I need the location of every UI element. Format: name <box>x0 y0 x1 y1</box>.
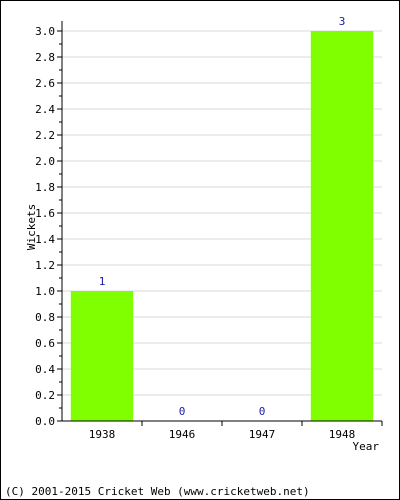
x-tick-label: 1948 <box>329 428 356 441</box>
data-label: 0 <box>179 405 186 418</box>
bar-chart: 0.0 0.2 0.4 0.6 0.8 1.0 1.2 1.4 1.6 1.8 2.0 2.2 2.4 2… <box>25 15 383 453</box>
y-tick-label: 2.8 <box>35 51 55 64</box>
y-tick-label: 2.2 <box>35 129 55 142</box>
y-tick-label: 1.4 <box>35 233 55 246</box>
data-label: 0 <box>259 405 266 418</box>
data-label: 1 <box>99 275 106 288</box>
y-tick-label: 0.8 <box>35 311 55 324</box>
data-labels: 1 0 0 3 <box>99 15 346 418</box>
copyright-notice: (C) 2001-2015 Cricket Web (www.cricketwe… <box>5 485 310 498</box>
y-tick-label: 3.0 <box>35 25 55 38</box>
x-tick-label: 1938 <box>89 428 116 441</box>
x-axis-title: Year <box>353 440 380 453</box>
y-tick-label: 0.0 <box>35 415 55 428</box>
y-tick-label: 1.0 <box>35 285 55 298</box>
y-tick-label: 0.4 <box>35 363 55 376</box>
y-tick-label: 1.8 <box>35 181 55 194</box>
x-tick-labels: 1938 1946 1947 1948 <box>89 428 356 441</box>
y-tick-label: 2.4 <box>35 103 55 116</box>
y-tick-label: 0.2 <box>35 389 55 402</box>
y-tick-label: 1.6 <box>35 207 55 220</box>
x-tick-label: 1946 <box>169 428 196 441</box>
bar <box>70 291 134 421</box>
y-tick-label: 1.2 <box>35 259 55 272</box>
y-tick-labels: 0.0 0.2 0.4 0.6 0.8 1.0 1.2 1.4 1.6 1.8 2.0 2.2 2.4 2… <box>35 25 55 428</box>
y-tick-label: 0.6 <box>35 337 55 350</box>
bars <box>70 31 374 421</box>
y-tick-label: 2.0 <box>35 155 55 168</box>
y-tick-label: 2.6 <box>35 77 55 90</box>
data-label: 3 <box>339 15 346 28</box>
x-tick-label: 1947 <box>249 428 276 441</box>
y-axis-title: Wickets <box>25 204 38 250</box>
axes <box>57 21 383 426</box>
bar <box>310 31 374 421</box>
